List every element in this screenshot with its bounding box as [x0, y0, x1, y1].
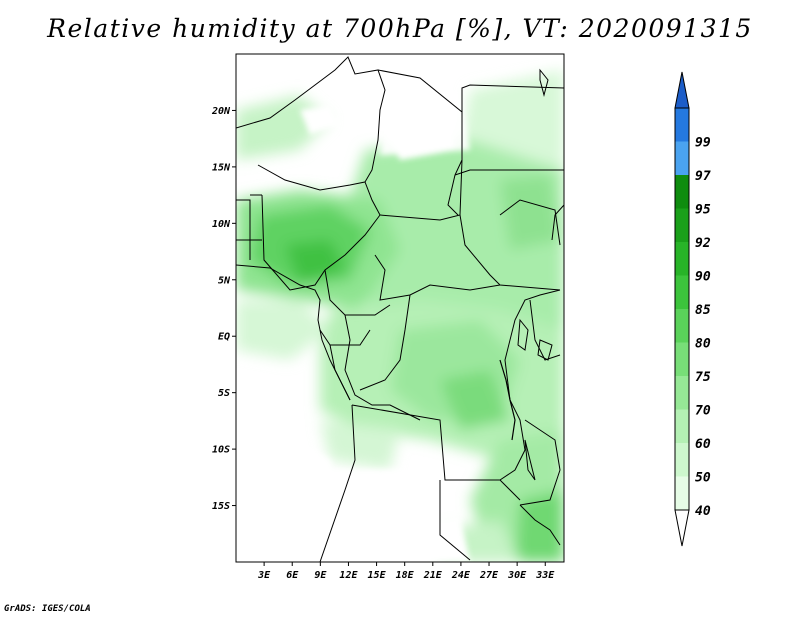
lat-tick-label: 5N [218, 275, 231, 286]
colorbar-swatch [675, 443, 689, 477]
lat-tick-label: 20N [211, 106, 231, 117]
lon-tick-label: 30E [507, 570, 527, 581]
colorbar-label: 92 [695, 236, 711, 251]
colorbar-label: 95 [695, 203, 711, 218]
colorbar-swatch [675, 108, 689, 142]
lat-tick-label: 10S [212, 445, 230, 456]
lon-tick-label: 12E [339, 570, 358, 581]
colorbar-label: 90 [695, 270, 711, 285]
colorbar-label: 85 [695, 303, 711, 318]
lon-tick-label: 24E [451, 570, 471, 581]
lat-tick-label: 5S [218, 388, 230, 399]
lon-tick-label: 21E [423, 570, 443, 581]
latitude-axis: 20N 15N 10N 5N EQ 5S 10S 15S [211, 106, 236, 512]
map-frame [235, 53, 565, 563]
lat-tick-label: 15N [212, 162, 231, 173]
lat-tick-label: 10N [212, 219, 231, 230]
country-borders [236, 56, 564, 562]
colorbar: 40 50 60 70 75 80 85 90 92 95 97 99 [674, 71, 711, 547]
longitude-axis: 3E 6E 9E 12E 15E 18E 21E 24E 27E 30E 33E [257, 562, 555, 581]
colorbar-swatch [675, 208, 689, 242]
colorbar-swatch [675, 409, 689, 443]
map-title: Relative humidity at 700hPa [%], VT: 202… [47, 14, 753, 43]
colorbar-label: 60 [695, 437, 711, 452]
colorbar-swatch [675, 309, 689, 343]
colorbar-under-arrow [674, 509, 690, 547]
colorbar-swatch [675, 376, 689, 410]
lon-tick-label: 27E [479, 570, 499, 581]
colorbar-label: 40 [695, 504, 711, 519]
lat-tick-label: EQ [218, 332, 230, 343]
colorbar-swatch [675, 476, 689, 510]
lon-tick-label: 33E [535, 570, 555, 581]
colorbar-label: 70 [695, 404, 711, 419]
colorbar-swatch [675, 342, 689, 376]
colorbar-label: 97 [695, 169, 711, 184]
lon-tick-label: 15E [368, 570, 387, 581]
lat-tick-label: 15S [212, 501, 230, 512]
colorbar-outline [674, 107, 690, 511]
lon-tick-label: 9E [314, 570, 327, 581]
colorbar-swatch [675, 242, 689, 276]
colorbar-swatch [675, 275, 689, 309]
colorbar-swatch [675, 141, 689, 175]
colorbar-over-arrow [674, 71, 690, 109]
colorbar-label: 50 [695, 471, 711, 486]
lon-tick-label: 6E [286, 570, 299, 581]
colorbar-swatch [675, 175, 689, 209]
colorbar-label: 80 [695, 337, 711, 352]
humidity-field [236, 54, 564, 562]
footer-credit: GrADS: IGES/COLA [4, 604, 91, 614]
colorbar-label: 99 [695, 136, 711, 151]
colorbar-label: 75 [695, 370, 711, 385]
lon-tick-label: 3E [257, 570, 271, 581]
lon-tick-label: 18E [396, 570, 415, 581]
